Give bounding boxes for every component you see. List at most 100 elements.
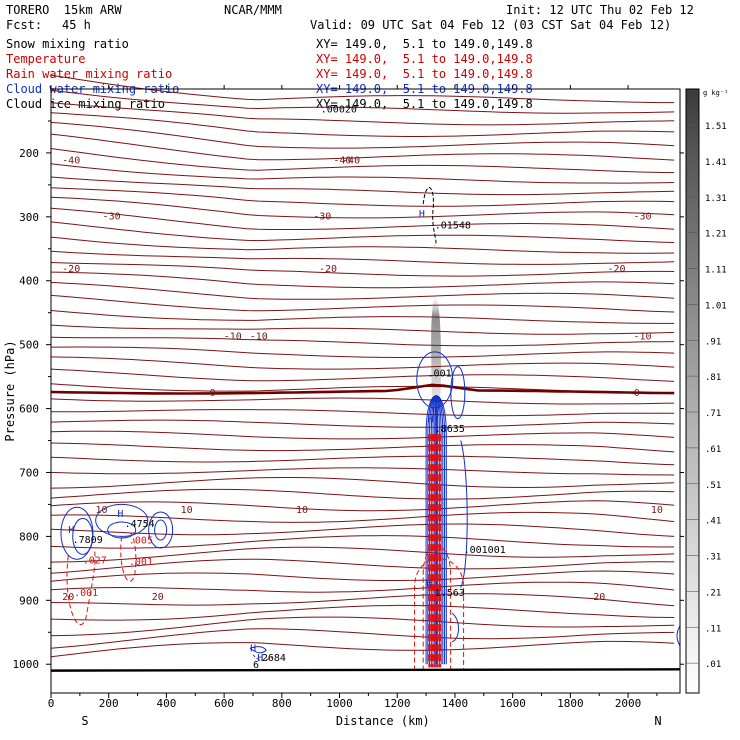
- ground-line: [50, 668, 681, 672]
- isotherm-line: [50, 250, 675, 265]
- isotherm-label: -10: [633, 332, 651, 343]
- x-tick-label: 1600: [499, 697, 526, 710]
- x-tick-label: 600: [214, 697, 234, 710]
- colorbar-label: .61: [705, 445, 721, 455]
- y-tick-label: 900: [19, 594, 39, 607]
- isotherm-line: [50, 207, 675, 230]
- isotherm-line: [50, 616, 675, 637]
- x-tick-label: 800: [272, 697, 292, 710]
- isotherm-line: [50, 281, 675, 300]
- x-tick-label: 2000: [615, 697, 642, 710]
- isotherm-line: [50, 74, 675, 104]
- y-tick-label: 600: [19, 403, 39, 416]
- isotherm-label: -20: [319, 264, 337, 275]
- isotherm-line: [50, 221, 675, 243]
- isotherm-line: [50, 187, 675, 207]
- isotherm-line: [50, 148, 675, 174]
- isotherm-line: [50, 570, 675, 582]
- isotherm-line: [50, 310, 675, 324]
- isotherm-line: [50, 535, 675, 549]
- contour-annotation: .01548: [435, 220, 471, 231]
- colorbar-label: .21: [705, 588, 721, 598]
- contour-annotation: H: [428, 415, 434, 426]
- contour-annotation: .001: [74, 588, 98, 599]
- contour-annotation: .4754: [125, 519, 155, 530]
- south-label: S: [81, 714, 88, 728]
- y-tick-label: 500: [19, 339, 39, 352]
- contour-annotation: .8635: [435, 424, 465, 435]
- colorbar-label: .01: [705, 660, 721, 670]
- isotherm-label: 10: [651, 505, 663, 516]
- isotherm-line: [50, 356, 675, 370]
- isotherm-line: [50, 488, 675, 500]
- isotherm-line: [50, 546, 675, 563]
- isotherm-line: [50, 336, 675, 347]
- cloud-water-contour: [148, 511, 174, 549]
- cloud-water-contour: [72, 517, 94, 555]
- isotherm-line: [50, 196, 675, 219]
- isotherm-label: 10: [181, 505, 193, 516]
- isotherm-line: [50, 511, 675, 523]
- colorbar-label: 1.41: [705, 158, 727, 168]
- isotherm-line: [50, 368, 675, 382]
- isotherm-label: -30: [103, 212, 121, 223]
- isotherm-line: [50, 628, 675, 649]
- isotherm-line: [50, 442, 675, 453]
- center-title: NCAR/MMM: [224, 3, 282, 17]
- field-xy-rain: XY= 149.0, 5.1 to 149.0,149.8: [316, 67, 533, 81]
- isotherm-line: [50, 324, 675, 335]
- isotherm-line: [50, 419, 675, 428]
- isotherm-line: [50, 133, 675, 161]
- isotherm-line: [50, 604, 675, 621]
- cloud-water-contour: [154, 519, 168, 541]
- north-label: N: [654, 714, 661, 728]
- model-title: TORERO 15km ARW: [6, 3, 122, 17]
- isotherm-line: [50, 640, 675, 658]
- cloud-water-contour: [676, 625, 681, 647]
- isotherm-label: 20: [152, 592, 164, 603]
- isotherm-label: -40: [333, 155, 351, 166]
- cloud-water-contour: [249, 646, 267, 654]
- x-tick-label: 1800: [557, 697, 584, 710]
- isotherm-label: 10: [296, 505, 308, 516]
- colorbar: [685, 88, 700, 694]
- contour-annotation: H: [68, 525, 74, 536]
- isotherm-label: -20: [62, 264, 80, 275]
- isotherm-label: 0: [634, 388, 640, 399]
- isotherm-line: [50, 455, 675, 466]
- colorbar-label: .81: [705, 373, 721, 383]
- x-axis-label: Distance (km): [336, 714, 430, 728]
- isotherm-label: 0: [210, 388, 216, 399]
- contour-annotation: .2684: [256, 653, 286, 664]
- colorbar-label: 1.21: [705, 230, 727, 240]
- isotherm-line: [50, 477, 675, 489]
- x-tick-label: 1200: [384, 697, 411, 710]
- isotherm-label: -30: [633, 212, 651, 223]
- freezing-level-line: [50, 383, 675, 395]
- x-tick-label: 0: [48, 697, 55, 710]
- cloud-water-contour: [451, 612, 460, 643]
- snow-contour: [422, 187, 437, 246]
- colorbar-label: .41: [705, 517, 721, 527]
- isotherm-label: -40: [62, 155, 80, 166]
- isotherm-label: -10: [250, 332, 268, 343]
- field-name-snow: Snow mixing ratio: [6, 37, 129, 51]
- contour-annotation: .005: [129, 535, 153, 546]
- isotherm-label: -40: [342, 155, 360, 166]
- colorbar-label: .31: [705, 553, 721, 563]
- contour-annotation: .027: [83, 555, 107, 566]
- isotherm-line: [50, 500, 675, 512]
- colorbar-label: 1.01: [705, 301, 727, 311]
- contour-annotation: .001001: [464, 545, 506, 556]
- contour-annotation: H: [250, 643, 256, 654]
- isotherm-line: [50, 163, 675, 184]
- isotherm-line: [51, 346, 675, 358]
- colorbar-label: 1.31: [705, 194, 727, 204]
- contour-annotation: 1.563: [435, 588, 465, 599]
- isotherm-label: -20: [607, 264, 625, 275]
- colorbar-label: .71: [705, 409, 721, 419]
- isotherm-line: [50, 236, 675, 254]
- isotherm-line: [51, 409, 675, 417]
- contour-annotation: .001: [428, 369, 452, 380]
